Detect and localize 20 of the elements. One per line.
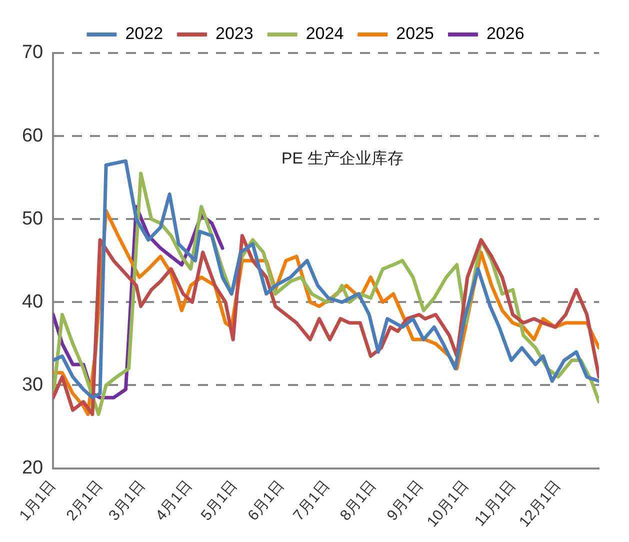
y-tick-label: 60 bbox=[22, 125, 44, 146]
x-tick-label: 3月1日 bbox=[106, 477, 149, 524]
y-tick-label: 70 bbox=[22, 42, 44, 64]
x-tick-label: 5月1日 bbox=[198, 477, 241, 524]
x-tick-label: 2月1日 bbox=[63, 477, 106, 524]
legend-label: 2026 bbox=[486, 24, 524, 44]
legend-label: 2023 bbox=[216, 24, 254, 44]
text: PE 生产企业库存 bbox=[282, 150, 404, 168]
x-tick-label: 4月1日 bbox=[152, 477, 196, 524]
y-tick-label: 20 bbox=[22, 458, 44, 479]
x-tick-label: 8月1日 bbox=[336, 477, 380, 524]
x-tick-label: 6月1日 bbox=[244, 477, 288, 524]
legend-label: 2025 bbox=[396, 24, 434, 44]
x-tick-label: 1月1日 bbox=[16, 477, 60, 524]
x-tick-label: 7月1日 bbox=[290, 477, 334, 524]
y-tick-label: 40 bbox=[22, 291, 44, 312]
y-tick-label: 50 bbox=[22, 208, 44, 230]
y-tick-label: 30 bbox=[22, 374, 44, 396]
legend-label: 2024 bbox=[306, 24, 344, 44]
legend-label: 2022 bbox=[125, 24, 164, 44]
